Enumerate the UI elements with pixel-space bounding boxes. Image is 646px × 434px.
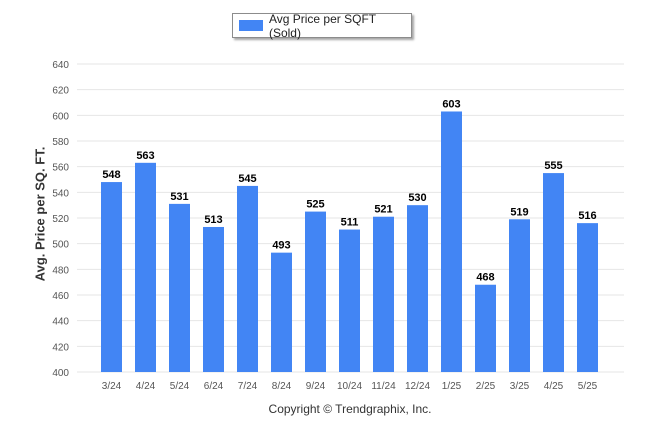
bar-value-label: 511 (341, 217, 359, 229)
legend-label: Avg Price per SQFT (Sold) (268, 11, 376, 40)
x-tick-label: 4/24 (136, 381, 156, 392)
x-tick-label: 8/24 (272, 381, 292, 392)
x-tick-label: 2/25 (476, 381, 496, 392)
x-tick-label: 5/25 (578, 381, 598, 392)
bar-value-label: 493 (272, 240, 290, 252)
y-tick-label: 640 (52, 60, 69, 71)
bar-value-label: 530 (408, 192, 426, 204)
y-tick-label: 420 (52, 342, 69, 353)
bar-value-label: 531 (170, 191, 188, 203)
copyright-footer: Copyright © Trendgraphix, Inc. (268, 402, 432, 416)
y-axis-title: Avg. Price per SQ. FT. (32, 146, 48, 282)
bar-value-label: 513 (204, 214, 222, 226)
y-tick-label: 600 (52, 111, 69, 122)
bar (441, 111, 462, 372)
bar-value-labels: 548 563 531 513 545 493 525 511 521 530 603 468 519 5… (102, 98, 596, 283)
x-axis-ticks: 3/24 4/24 5/24 6/24 7/24 8/24 9/24 10/24 11/24 12… (102, 381, 598, 392)
bar-value-label: 603 (442, 98, 460, 110)
y-tick-label: 520 (52, 214, 69, 225)
bar-value-label: 516 (578, 210, 596, 222)
x-tick-label: 3/25 (510, 381, 530, 392)
y-tick-label: 480 (52, 265, 69, 276)
x-tick-label: 7/24 (238, 381, 258, 392)
bar-value-label: 545 (238, 173, 256, 185)
bar-value-label: 555 (544, 160, 562, 172)
bar-value-label: 563 (136, 150, 154, 162)
bar-value-label: 525 (306, 199, 324, 211)
bar (237, 185, 258, 372)
x-tick-label: 9/24 (306, 381, 326, 392)
x-tick-label: 4/25 (544, 381, 564, 392)
x-tick-label: 11/24 (371, 381, 396, 392)
bar (169, 203, 190, 372)
bar (305, 211, 326, 372)
legend-swatch (239, 20, 263, 31)
bar-value-label: 468 (476, 272, 494, 284)
y-tick-label: 540 (52, 188, 69, 199)
bar (101, 182, 122, 372)
x-tick-label: 12/24 (405, 381, 430, 392)
y-tick-label: 400 (52, 368, 69, 379)
legend: Avg Price per SQFT (Sold) (232, 11, 412, 40)
bar-value-label: 519 (510, 206, 528, 218)
bar (577, 223, 598, 372)
bar (373, 216, 394, 372)
bar (203, 226, 224, 372)
bar (509, 219, 530, 372)
bar-value-label: 548 (102, 169, 120, 181)
y-axis-ticks: 400 420 440 460 480 500 520 540 560 580 600 620 640 (52, 60, 69, 379)
bar (271, 252, 292, 372)
bar (543, 173, 564, 372)
bar (135, 162, 156, 372)
x-tick-label: 5/24 (170, 381, 190, 392)
y-tick-label: 580 (52, 137, 69, 148)
x-tick-label: 10/24 (337, 381, 362, 392)
bar (407, 205, 428, 372)
y-tick-label: 560 (52, 163, 69, 174)
x-tick-label: 1/25 (442, 381, 462, 392)
bars (101, 111, 598, 372)
bar (339, 229, 360, 372)
y-tick-label: 620 (52, 86, 69, 97)
bar (475, 284, 496, 372)
x-tick-label: 6/24 (204, 381, 224, 392)
y-tick-label: 500 (52, 240, 69, 251)
x-tick-label: 3/24 (102, 381, 122, 392)
bar-value-label: 521 (374, 204, 392, 216)
y-tick-label: 440 (52, 317, 69, 328)
y-tick-label: 460 (52, 291, 69, 302)
